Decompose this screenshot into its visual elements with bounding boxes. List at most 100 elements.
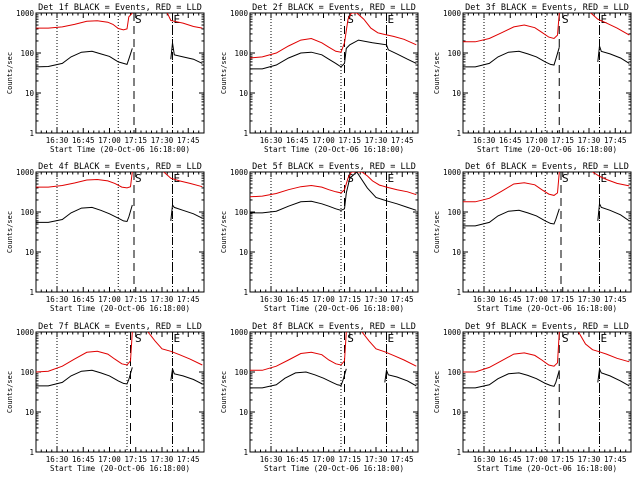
chart-5-ytick-label: 10 bbox=[239, 248, 249, 257]
chart-6-xtick-label: 17:15 bbox=[551, 295, 574, 304]
chart-8-ytick-label: 1 bbox=[243, 448, 248, 457]
chart-4-xtick-label: 17:30 bbox=[151, 295, 174, 304]
chart-5-xtick-label: 16:45 bbox=[286, 295, 309, 304]
chart-9-ylabel: Counts/sec bbox=[433, 371, 441, 413]
chart-7-ytick-label: 1000 bbox=[16, 328, 35, 337]
chart-8-title: Det 8f BLACK = Events, RED = LLD bbox=[252, 322, 416, 332]
chart-4-xtick-label: 17:45 bbox=[177, 295, 200, 304]
chart-6-marker-s: S bbox=[562, 172, 569, 185]
chart-4-marker-e: E bbox=[174, 172, 181, 185]
chart-3-xtick-label: 17:30 bbox=[578, 136, 601, 145]
chart-4-lld-line bbox=[36, 172, 133, 189]
chart-3-xtick-label: 16:45 bbox=[499, 136, 522, 145]
chart-8-ytick-label: 1000 bbox=[230, 328, 249, 337]
chart-2-ytick-label: 100 bbox=[234, 49, 248, 58]
chart-1-xtick-label: 16:30 bbox=[46, 136, 69, 145]
chart-8-xtick-label: 16:30 bbox=[260, 455, 283, 464]
chart-4-ytick-label: 100 bbox=[20, 208, 34, 217]
chart-6-ylabel: Counts/sec bbox=[433, 211, 441, 253]
chart-4-ytick-label: 1 bbox=[29, 288, 34, 297]
chart-9-xtick-label: 17:30 bbox=[578, 455, 601, 464]
chart-3-xtick-label: 17:15 bbox=[551, 136, 574, 145]
chart-9-marker-s: S bbox=[562, 332, 569, 345]
chart-7-xtick-label: 17:15 bbox=[124, 455, 147, 464]
chart-7-events-line bbox=[170, 368, 203, 385]
chart-9-xtick-label: 17:45 bbox=[604, 455, 627, 464]
chart-9-lld-line bbox=[578, 332, 630, 363]
chart-6-lld-line bbox=[592, 172, 630, 187]
chart-4-ylabel: Counts/sec bbox=[6, 211, 14, 253]
chart-6-title: Det 6f BLACK = Events, RED = LLD bbox=[465, 162, 629, 172]
chart-9-xtick-label: 16:30 bbox=[473, 455, 496, 464]
chart-7-lld-line bbox=[147, 332, 203, 366]
chart-4-xtick-label: 17:15 bbox=[124, 295, 147, 304]
chart-6-xtick-label: 17:30 bbox=[578, 295, 601, 304]
chart-8-panel: Det 8f BLACK = Events, RED = LLD 1 10 100 10… bbox=[220, 322, 419, 473]
chart-1-events-line bbox=[36, 48, 133, 68]
chart-1-ytick-label: 1000 bbox=[16, 9, 35, 18]
chart-4-xtick-label: 16:30 bbox=[46, 295, 69, 304]
chart-3-marker-s: S bbox=[562, 13, 569, 26]
chart-6-plot-frame bbox=[462, 171, 632, 293]
chart-6-ytick-label: 1000 bbox=[443, 168, 462, 177]
chart-1-panel: Det 1f BLACK = Events, RED = LLD 1 10 100 10… bbox=[6, 3, 205, 154]
chart-9-ytick-label: 1 bbox=[456, 448, 461, 457]
chart-1-xtick-label: 17:15 bbox=[124, 136, 147, 145]
chart-1-xtick-label: 17:45 bbox=[177, 136, 200, 145]
chart-4-title: Det 4f BLACK = Events, RED = LLD bbox=[38, 162, 202, 172]
chart-4-xlabel: Start Time (20-Oct-06 16:18:00) bbox=[50, 304, 190, 313]
chart-9-ytick-label: 100 bbox=[447, 368, 461, 377]
chart-8-xtick-label: 17:00 bbox=[312, 455, 335, 464]
chart-4-series-group bbox=[36, 172, 203, 223]
chart-5-xtick-label: 17:15 bbox=[338, 295, 361, 304]
chart-7-title: Det 7f BLACK = Events, RED = LLD bbox=[38, 322, 202, 332]
chart-1-series-group bbox=[36, 13, 203, 68]
chart-6-xlabel: Start Time (20-Oct-06 16:18:00) bbox=[477, 304, 617, 313]
chart-8-xtick-label: 17:45 bbox=[391, 455, 414, 464]
chart-1-plot-frame bbox=[35, 12, 205, 134]
chart-5-panel: Det 5f BLACK = Events, RED = LLD 1 10 100 10… bbox=[220, 162, 419, 313]
chart-2-events-line bbox=[250, 39, 417, 70]
chart-3-plot-frame bbox=[462, 12, 632, 134]
chart-1-lld-line bbox=[166, 13, 203, 29]
chart-3-ytick-label: 100 bbox=[447, 49, 461, 58]
chart-1-ylabel: Counts/sec bbox=[6, 52, 14, 94]
chart-3-series-group bbox=[463, 13, 630, 68]
chart-4-plot-frame bbox=[35, 171, 205, 293]
chart-2-marker-e: E bbox=[388, 13, 395, 26]
chart-2-title: Det 2f BLACK = Events, RED = LLD bbox=[252, 3, 416, 13]
chart-1-xtick-label: 16:45 bbox=[72, 136, 95, 145]
chart-2-marker-s: S bbox=[347, 13, 354, 26]
chart-7-ytick-label: 100 bbox=[20, 368, 34, 377]
chart-1-ytick-label: 1 bbox=[29, 129, 34, 138]
chart-9-title: Det 9f BLACK = Events, RED = LLD bbox=[465, 322, 629, 332]
chart-5-xtick-label: 16:30 bbox=[260, 295, 283, 304]
chart-2-xlabel: Start Time (20-Oct-06 16:18:00) bbox=[264, 145, 404, 154]
chart-8-ytick-label: 10 bbox=[239, 408, 249, 417]
chart-8-xtick-label: 17:15 bbox=[338, 455, 361, 464]
chart-9-xtick-label: 17:00 bbox=[525, 455, 548, 464]
chart-4-ytick-label: 1000 bbox=[16, 168, 35, 177]
chart-1-marker-e: E bbox=[174, 13, 181, 26]
chart-7-events-line bbox=[36, 367, 133, 387]
chart-7-xtick-label: 17:30 bbox=[151, 455, 174, 464]
chart-9-events-line bbox=[597, 366, 630, 387]
chart-5-ytick-label: 1 bbox=[243, 288, 248, 297]
chart-7-ylabel: Counts/sec bbox=[6, 371, 14, 413]
chart-2-series-group bbox=[250, 13, 417, 70]
chart-2-ytick-label: 1000 bbox=[230, 9, 249, 18]
chart-1-title: Det 1f BLACK = Events, RED = LLD bbox=[38, 3, 202, 13]
chart-9-series-group bbox=[463, 332, 630, 389]
chart-4-marker-s: S bbox=[135, 172, 142, 185]
chart-9-xlabel: Start Time (20-Oct-06 16:18:00) bbox=[477, 464, 617, 473]
chart-3-ytick-label: 10 bbox=[452, 89, 462, 98]
chart-3-lld-line bbox=[463, 13, 560, 43]
chart-5-lld-line bbox=[250, 172, 417, 198]
chart-2-ylabel: Counts/sec bbox=[220, 52, 228, 94]
chart-7-xtick-label: 17:00 bbox=[98, 455, 121, 464]
chart-8-ylabel: Counts/sec bbox=[220, 371, 228, 413]
chart-5-ytick-label: 100 bbox=[234, 208, 248, 217]
chart-7-ytick-label: 1 bbox=[29, 448, 34, 457]
chart-3-xlabel: Start Time (20-Oct-06 16:18:00) bbox=[477, 145, 617, 154]
chart-8-events-line bbox=[250, 368, 347, 389]
